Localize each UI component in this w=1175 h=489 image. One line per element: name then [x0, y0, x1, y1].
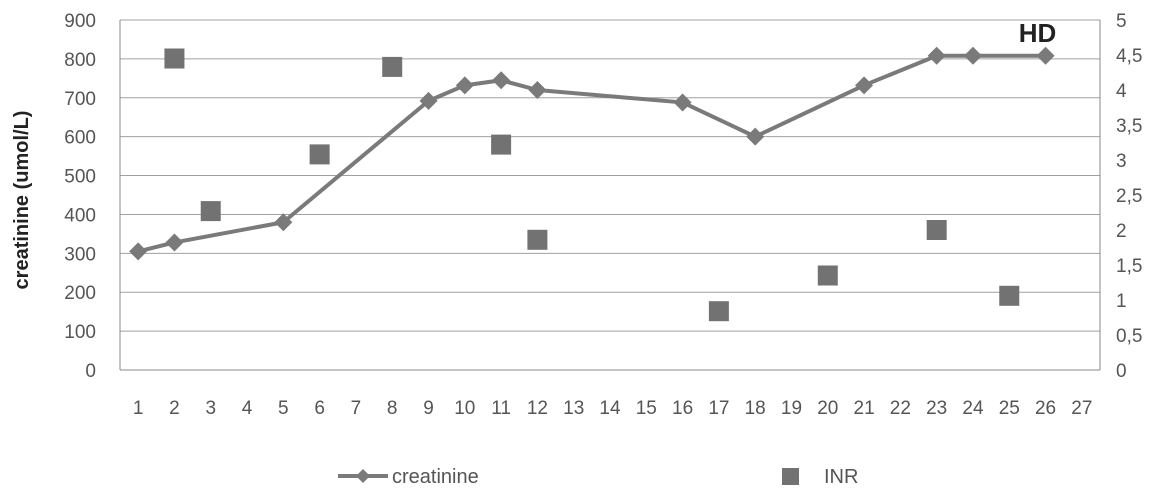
x-tick-label: 14 [599, 398, 621, 419]
annotation-hd: HD [1019, 18, 1057, 48]
creatinine-point [927, 46, 946, 65]
y-axis-ticks: 0 100 200 300 400 500 600 700 800 900 [64, 11, 96, 382]
y2-tick-label: 1 [1116, 291, 1127, 312]
y-tick-label: 500 [64, 167, 96, 188]
creatinine-point [165, 233, 184, 252]
y2-tick-label: 0,5 [1116, 326, 1142, 347]
x-tick-label: 27 [1071, 398, 1092, 419]
y2-tick-label: 2,5 [1116, 186, 1142, 207]
creatinine-point [419, 91, 438, 110]
x-tick-label: 16 [672, 398, 693, 419]
inr-point [926, 220, 947, 240]
creatinine-point [963, 46, 982, 65]
x-tick-label: 12 [527, 398, 548, 419]
x-tick-label: 3 [205, 398, 216, 419]
y-tick-label: 700 [64, 89, 96, 110]
y2-axis-ticks: 0 0,5 1 1,5 2 2,5 3 3,5 4 4,5 5 [1116, 11, 1142, 382]
inr-point [708, 301, 729, 322]
legend-creatinine-marker [356, 469, 370, 483]
y-tick-label: 600 [64, 128, 96, 149]
x-tick-label: 21 [854, 398, 875, 419]
creatinine-point [455, 76, 474, 95]
x-tick-label: 9 [423, 398, 434, 419]
y2-tick-label: 2 [1116, 221, 1127, 242]
x-tick-label: 1 [133, 398, 144, 419]
y-tick-label: 0 [85, 361, 96, 382]
y-axis-label: creatinine (umol/L) [11, 111, 33, 290]
creatinine-point [673, 93, 692, 112]
creatinine-point [746, 127, 765, 146]
x-tick-label: 23 [926, 398, 947, 419]
x-tick-label: 2 [169, 398, 180, 419]
inr-point [164, 48, 185, 69]
series-creatinine [129, 46, 1055, 261]
x-tick-label: 8 [387, 398, 398, 419]
y-tick-label: 800 [64, 50, 96, 71]
x-tick-label: 4 [242, 398, 253, 419]
inr-point [200, 201, 221, 222]
x-tick-label: 6 [314, 398, 325, 419]
inr-point [309, 144, 330, 165]
y-tick-label: 200 [64, 283, 96, 304]
y-tick-label: 100 [64, 322, 96, 343]
y2-tick-label: 5 [1116, 11, 1127, 32]
legend-inr-label: INR [824, 466, 858, 488]
legend-item-inr: INR [782, 466, 858, 488]
inr-point [527, 229, 548, 250]
y-tick-label: 300 [64, 244, 96, 265]
x-tick-label: 7 [351, 398, 362, 419]
y-tick-label: 400 [64, 205, 96, 226]
legend: creatinine INR [338, 466, 858, 488]
legend-inr-marker [782, 468, 799, 485]
creatinine-point [528, 81, 547, 99]
annotations: HD [1019, 18, 1057, 48]
creatinine-point [129, 242, 148, 261]
gridlines [120, 19, 1100, 332]
y2-tick-label: 4,5 [1116, 46, 1142, 67]
x-tick-label: 22 [890, 398, 911, 419]
x-tick-label: 15 [636, 398, 657, 419]
y2-tick-label: 3 [1116, 151, 1127, 172]
x-tick-label: 10 [454, 398, 475, 419]
x-tick-label: 19 [781, 398, 802, 419]
x-tick-label: 13 [563, 398, 584, 419]
inr-point [817, 265, 838, 286]
x-tick-label: 26 [1035, 398, 1056, 419]
x-tick-label: 17 [708, 398, 729, 419]
creatinine-point [492, 71, 511, 90]
axes [119, 20, 1101, 371]
creatinine-point [855, 76, 874, 95]
x-tick-label: 18 [745, 398, 766, 419]
x-tick-label: 5 [278, 398, 289, 419]
y2-tick-label: 4 [1116, 81, 1127, 102]
legend-item-creatinine: creatinine [338, 466, 479, 488]
y2-tick-label: 1,5 [1116, 256, 1142, 277]
inr-point [999, 285, 1020, 306]
legend-creatinine-label: creatinine [392, 466, 479, 488]
inr-point [491, 134, 512, 155]
x-axis-ticks: 1 2 3 4 5 6 7 8 9 10 11 12 13 14 15 16 17 18 19 20 21 22 23 24 2… [133, 398, 1093, 419]
creatinine-line [137, 53, 1046, 254]
creatinine-point [274, 213, 293, 232]
x-tick-label: 20 [817, 398, 838, 419]
series-inr [164, 48, 1020, 322]
x-tick-label: 11 [491, 398, 511, 419]
y2-tick-label: 3,5 [1116, 116, 1142, 137]
creatinine-point [1036, 46, 1055, 65]
y2-tick-label: 0 [1116, 361, 1127, 382]
x-tick-label: 25 [999, 398, 1020, 419]
inr-point [382, 56, 403, 77]
x-tick-label: 24 [962, 398, 984, 419]
y-tick-label: 900 [64, 11, 96, 32]
